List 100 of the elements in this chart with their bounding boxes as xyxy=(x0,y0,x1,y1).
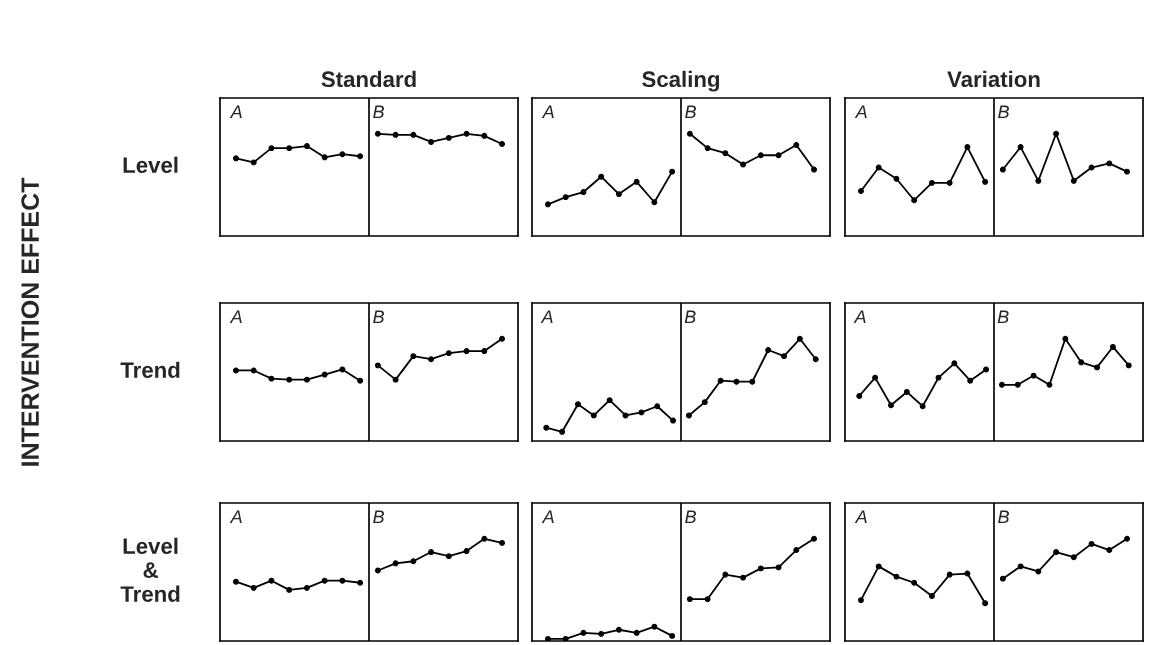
point xyxy=(875,164,882,171)
point xyxy=(946,571,953,578)
point xyxy=(1035,568,1042,575)
point xyxy=(793,547,800,553)
point xyxy=(392,131,399,138)
point xyxy=(633,629,640,636)
point xyxy=(428,356,435,363)
point xyxy=(858,188,864,194)
point xyxy=(357,153,364,160)
point xyxy=(615,626,622,633)
point xyxy=(999,575,1006,582)
point xyxy=(543,424,550,431)
chart-title: Variation xyxy=(947,70,1040,88)
point xyxy=(951,360,958,367)
point xyxy=(722,571,729,578)
point xyxy=(911,197,918,204)
text: B xyxy=(684,310,696,323)
point xyxy=(1017,563,1024,570)
point xyxy=(967,377,974,384)
point xyxy=(339,366,346,373)
point xyxy=(733,378,740,385)
point xyxy=(445,553,452,560)
point xyxy=(1062,335,1069,342)
point xyxy=(580,629,587,636)
point xyxy=(651,623,658,630)
text: B xyxy=(997,310,1009,323)
point xyxy=(562,194,569,201)
point xyxy=(590,412,597,419)
text: B xyxy=(998,105,1009,118)
text: A xyxy=(541,510,554,523)
point xyxy=(654,403,661,410)
point xyxy=(651,199,658,206)
text: A xyxy=(229,510,242,523)
chart-title: Scaling xyxy=(642,70,720,92)
point xyxy=(1125,362,1132,369)
point xyxy=(686,596,693,603)
point xyxy=(670,417,677,424)
point xyxy=(445,350,452,357)
point xyxy=(757,565,764,572)
point xyxy=(983,366,990,373)
point xyxy=(704,596,711,603)
point xyxy=(1053,549,1060,556)
point xyxy=(638,409,645,416)
point xyxy=(935,374,942,381)
point xyxy=(928,593,935,599)
point xyxy=(928,179,935,186)
point xyxy=(374,130,381,137)
point xyxy=(268,145,275,152)
point xyxy=(685,412,692,419)
point xyxy=(428,549,435,556)
point xyxy=(410,353,417,360)
point xyxy=(545,201,551,208)
point xyxy=(615,191,622,198)
point xyxy=(321,371,328,378)
point xyxy=(982,178,989,185)
point xyxy=(286,145,293,152)
text: A xyxy=(229,105,242,118)
point xyxy=(717,377,724,384)
point xyxy=(1017,144,1024,151)
point xyxy=(562,636,569,641)
point xyxy=(463,548,470,554)
point xyxy=(893,175,900,182)
point xyxy=(233,155,239,162)
point xyxy=(1088,540,1095,547)
point xyxy=(781,353,787,360)
point xyxy=(321,154,328,161)
point xyxy=(1124,168,1130,175)
point xyxy=(1035,177,1042,184)
point xyxy=(445,134,452,141)
point xyxy=(946,179,953,186)
point xyxy=(499,539,505,546)
point xyxy=(812,356,819,363)
point xyxy=(911,579,918,586)
point xyxy=(1109,344,1116,350)
text: A xyxy=(854,510,867,523)
point xyxy=(392,560,399,567)
point xyxy=(669,168,676,175)
point xyxy=(481,535,488,542)
point xyxy=(775,564,782,571)
point xyxy=(286,586,293,593)
point xyxy=(1030,372,1037,379)
point xyxy=(268,577,275,584)
point xyxy=(499,141,505,147)
point xyxy=(1124,535,1130,542)
point xyxy=(775,152,782,159)
point xyxy=(796,335,803,342)
text: B xyxy=(685,105,696,118)
point xyxy=(410,131,417,138)
point xyxy=(893,573,900,580)
point xyxy=(964,144,971,151)
y-axis-title: Level & Trend xyxy=(120,537,180,602)
text: INTERVENTION EFFECT xyxy=(21,177,39,466)
point xyxy=(622,412,629,419)
point xyxy=(598,173,605,180)
point xyxy=(669,632,676,639)
point xyxy=(339,577,346,584)
point xyxy=(1053,130,1060,137)
point xyxy=(998,381,1005,388)
point xyxy=(339,151,346,158)
text: B xyxy=(373,310,384,323)
